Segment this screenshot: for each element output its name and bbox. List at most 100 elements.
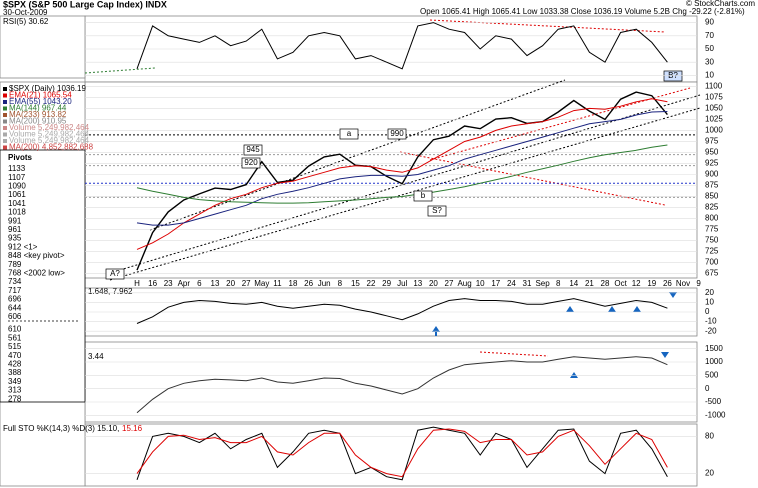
y-tick-label: 1100 [705, 82, 723, 91]
annotation-box [413, 190, 433, 202]
y-tick-label: 700 [705, 258, 719, 267]
x-tick-label: May [254, 279, 269, 288]
y-tick-label: 1025 [705, 115, 723, 124]
x-tick-label: 21 [585, 279, 594, 288]
sto-label-2: 15.16 [122, 424, 143, 433]
pivot: 1041 [8, 199, 26, 208]
x-tick-label: 26 [663, 279, 672, 288]
series-line [136, 298, 668, 324]
x-tick-label: 14 [569, 279, 578, 288]
pivot: 1061 [8, 190, 26, 199]
pivot: 961 [8, 225, 22, 234]
x-tick-label: 20 [226, 279, 235, 288]
y-tick-label: 0 [705, 384, 710, 393]
annotation-box [663, 70, 683, 82]
pivot: 768 <2002 low> [8, 269, 65, 278]
y-tick-label: 20 [705, 288, 714, 297]
pivot: 428 [8, 360, 22, 369]
legend-swatch [3, 93, 7, 98]
legend-swatch [3, 139, 7, 143]
y-tick-label: 800 [705, 214, 719, 223]
pivot: 515 [8, 342, 22, 351]
annotation: 945 [246, 145, 260, 154]
pivot: 696 [8, 295, 22, 304]
title: $SPX (S&P 500 Large Cap Index) INDX [3, 0, 167, 9]
legend-entry: Volume 5,249,982,464 [9, 136, 90, 145]
sto-label: Full STO %K(14,3) %D(3) 15.10, [3, 424, 119, 433]
quote: Open 1065.41 High 1065.41 Low 1033.38 Cl… [420, 7, 745, 16]
x-tick-label: 28 [601, 279, 610, 288]
annotation-box [243, 144, 263, 156]
x-tick-label: Nov [676, 279, 690, 288]
legend-swatch [3, 113, 7, 117]
annotation-box [387, 128, 407, 140]
y-tick-label: 0 [705, 307, 710, 316]
rsi-panel-left [0, 15, 86, 79]
legend-swatch [3, 132, 7, 137]
x-tick-label: 6 [197, 279, 202, 288]
legend-swatch [3, 87, 7, 91]
annotation: b [421, 191, 426, 200]
y-tick-label: 900 [705, 170, 719, 179]
x-tick-label: Apr [178, 279, 191, 288]
sto-panel [84, 423, 698, 487]
x-tick-label: 29 [382, 279, 391, 288]
source: © StockCharts.com [686, 0, 755, 8]
x-tick-label: Oct [614, 279, 627, 288]
pivot: 848 <key pivot> [8, 251, 65, 260]
annotation-box [241, 157, 261, 169]
y-tick-label: 80 [705, 432, 714, 441]
pivots-title: Pivots [8, 153, 33, 162]
x-tick-label: 12 [632, 279, 641, 288]
y-tick-label: 50 [705, 44, 714, 53]
x-tick-label: Jun [318, 279, 331, 288]
y-tick-label: -1000 [705, 410, 726, 419]
pivot: 470 [8, 351, 22, 360]
pivot: 1090 [8, 182, 26, 191]
pivot: 734 [8, 277, 22, 286]
annotation: 990 [390, 129, 404, 138]
legend-entry: Volume 5,249,982,464 [9, 123, 90, 132]
x-tick-label: 13 [211, 279, 220, 288]
x-tick-label: 9 [696, 279, 701, 288]
y-tick-label: -500 [705, 397, 722, 406]
legend-entry: MA(233) 913.82 [9, 110, 67, 119]
x-tick-label: 31 [523, 279, 532, 288]
pivot: 606 [8, 312, 22, 321]
x-tick-label: 26 [304, 279, 313, 288]
x-tick-label: 16 [148, 279, 157, 288]
x-tick-label: 22 [367, 279, 376, 288]
pivot: 717 [8, 286, 22, 295]
x-tick-label: 18 [289, 279, 298, 288]
legend-entry: Volume 5,249,982,464 [9, 130, 90, 139]
pivot: 789 [8, 260, 22, 269]
y-tick-label: 30 [705, 57, 714, 66]
x-tick-label: 15 [351, 279, 360, 288]
y-tick-label: 1000 [705, 357, 723, 366]
y-tick-label: 925 [705, 159, 719, 168]
series-line [136, 426, 668, 481]
legend-swatch [3, 119, 7, 124]
pivot: 349 [8, 377, 22, 386]
annotation-box [339, 128, 359, 140]
annotation: a [347, 129, 352, 138]
legend-entry: MA(200) 4,852,882,688 [9, 143, 94, 152]
x-tick-label: 20 [429, 279, 438, 288]
y-tick-label: 950 [705, 148, 719, 157]
y-tick-label: 1050 [705, 104, 723, 113]
y-tick-label: 750 [705, 236, 719, 245]
y-tick-label: 10 [705, 298, 714, 307]
y-tick-label: 725 [705, 247, 719, 256]
x-tick-label: 19 [647, 279, 656, 288]
series-line [136, 22, 668, 70]
pivot: 1107 [8, 173, 26, 182]
legend-entry: EMA(21) 1065.54 [9, 91, 72, 100]
pivot: 278 [8, 394, 22, 403]
y-tick-label: 500 [705, 370, 719, 379]
x-tick-label: Sep [535, 279, 550, 288]
annotation-box [105, 268, 125, 280]
osc-label: 3.44 [88, 352, 104, 361]
pivot: 1133 [8, 164, 26, 173]
pivot: 912 <1> [8, 242, 38, 251]
